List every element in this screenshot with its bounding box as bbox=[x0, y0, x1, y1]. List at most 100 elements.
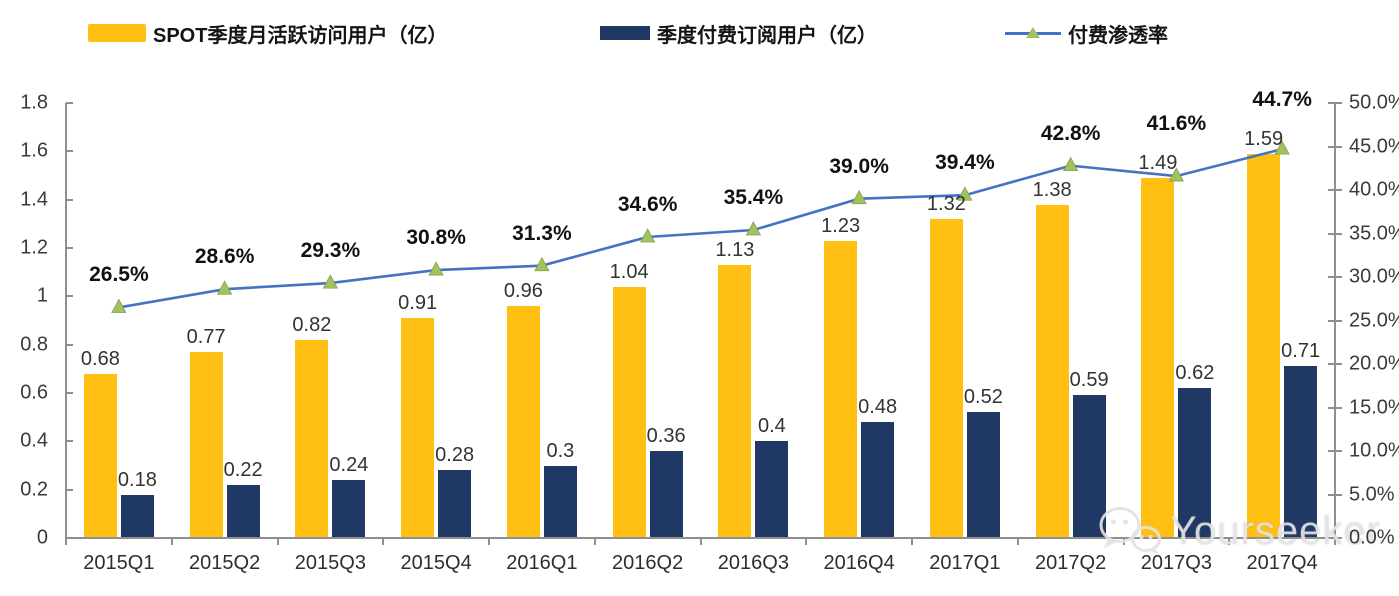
penetration-label: 29.3% bbox=[300, 239, 361, 263]
mau-bar-label: 1.32 bbox=[926, 193, 966, 215]
triangle-marker-icon bbox=[534, 256, 550, 272]
x-axis-tick-mark bbox=[382, 538, 385, 545]
x-axis-label: 2015Q4 bbox=[400, 552, 472, 574]
subs-bar bbox=[332, 480, 366, 538]
left-axis-tick-mark bbox=[66, 488, 73, 491]
triangle-marker-icon bbox=[111, 298, 127, 313]
right-axis-tick-mark bbox=[1328, 406, 1342, 409]
subs-bar-label: 0.71 bbox=[1281, 340, 1321, 363]
subs-bar bbox=[543, 465, 577, 538]
triangle-marker-icon bbox=[851, 189, 867, 205]
watermark: Yourseeker bbox=[1094, 500, 1381, 562]
left-axis-tick-mark bbox=[66, 150, 73, 153]
subs-bar-label: 0.48 bbox=[858, 396, 898, 418]
triangle-marker-icon bbox=[322, 274, 339, 289]
subs-bar-label: 0.24 bbox=[329, 454, 369, 476]
subs-bar bbox=[1072, 395, 1106, 538]
mau-bar bbox=[506, 306, 540, 538]
subs-bar-label: 0.28 bbox=[435, 444, 475, 467]
left-axis-tick-mark bbox=[66, 440, 73, 443]
mau-bar-label: 0.91 bbox=[398, 292, 438, 315]
mau-bar-label: 0.77 bbox=[186, 325, 226, 348]
subs-bar bbox=[649, 451, 683, 538]
right-axis-tick-mark bbox=[1328, 450, 1342, 452]
left-axis-tick-mark bbox=[66, 343, 73, 346]
right-axis-tick-label: 0.0% bbox=[1349, 526, 1395, 549]
subs-bar-label: 0.62 bbox=[1175, 362, 1215, 385]
triangle-marker-icon bbox=[1062, 156, 1079, 172]
triangle-marker-icon bbox=[428, 261, 444, 276]
penetration-label: 44.7% bbox=[1252, 87, 1312, 111]
legend-label-subscribers: 季度付费订阅用户（亿） bbox=[657, 24, 877, 47]
right-axis-tick-mark bbox=[1328, 102, 1342, 104]
left-axis-tick-label: 0 bbox=[36, 526, 48, 549]
right-axis-tick-mark bbox=[1328, 145, 1342, 148]
legend-item-penetration: 付费渗透率 bbox=[1005, 18, 1168, 48]
legend-item-mau: SPOT季度月活跃访问用户（亿） bbox=[88, 18, 447, 48]
subs-bar bbox=[1284, 366, 1318, 538]
left-axis-tick-label: 0.6 bbox=[20, 381, 48, 404]
x-axis-label: 2017Q4 bbox=[1246, 552, 1318, 574]
right-axis-tick-label: 25.0% bbox=[1349, 309, 1399, 331]
mau-swatch-icon bbox=[88, 24, 146, 42]
penetration-label: 28.6% bbox=[194, 245, 255, 269]
penetration-label: 31.3% bbox=[512, 221, 572, 245]
penetration-label: 35.4% bbox=[723, 186, 784, 210]
penetration-label: 41.6% bbox=[1146, 111, 1207, 135]
x-axis-tick-mark bbox=[699, 538, 702, 545]
mau-bar-label: 0.82 bbox=[292, 313, 332, 336]
left-axis-tick-mark bbox=[66, 295, 73, 298]
left-axis-line bbox=[65, 103, 67, 539]
legend-label-penetration: 付费渗透率 bbox=[1068, 24, 1168, 47]
mau-bar-label: 1.04 bbox=[609, 260, 649, 283]
x-axis-tick-mark bbox=[911, 538, 913, 545]
penetration-label: 42.8% bbox=[1040, 121, 1101, 145]
right-axis-tick-label: 15.0% bbox=[1349, 396, 1399, 418]
watermark-text: Yourseeker bbox=[1170, 508, 1381, 553]
penetration-label: 26.5% bbox=[89, 263, 149, 287]
mau-bar bbox=[612, 286, 646, 538]
subs-bar bbox=[1178, 388, 1212, 538]
mau-bar bbox=[1247, 153, 1281, 538]
mau-bar bbox=[401, 318, 435, 538]
left-axis-tick-mark bbox=[66, 102, 73, 104]
subs-bar bbox=[226, 484, 260, 538]
right-axis-tick-label: 5.0% bbox=[1349, 483, 1395, 505]
subs-bar-label: 0.36 bbox=[646, 425, 686, 447]
mau-bar bbox=[295, 339, 329, 538]
left-axis-tick-mark bbox=[66, 247, 73, 249]
left-axis-tick-label: 1.8 bbox=[20, 91, 48, 114]
x-axis-label: 2016Q3 bbox=[717, 552, 789, 574]
subs-bar bbox=[120, 494, 154, 538]
right-axis-tick-label: 10.0% bbox=[1349, 439, 1399, 462]
penetration-label: 39.4% bbox=[935, 151, 995, 175]
triangle-marker-icon bbox=[639, 228, 656, 243]
right-axis-tick-mark bbox=[1328, 189, 1342, 191]
x-axis-label: 2017Q3 bbox=[1140, 552, 1212, 574]
mau-bar bbox=[824, 240, 858, 538]
left-axis-tick-label: 1 bbox=[36, 284, 48, 307]
mau-bar-label: 1.38 bbox=[1032, 178, 1072, 201]
subs-bar bbox=[438, 470, 472, 538]
right-axis-tick-label: 50.0% bbox=[1349, 91, 1399, 114]
x-axis-tick-mark bbox=[65, 538, 67, 545]
mau-bar bbox=[1141, 177, 1175, 538]
left-axis-tick-mark bbox=[66, 198, 73, 201]
x-axis-label: 2016Q2 bbox=[612, 552, 684, 574]
x-axis-tick-mark bbox=[1016, 538, 1019, 545]
x-axis-tick-mark bbox=[593, 538, 596, 545]
x-axis-tick-mark bbox=[805, 538, 808, 545]
left-axis-tick-label: 0.4 bbox=[20, 429, 48, 452]
penetration-label: 39.0% bbox=[829, 154, 889, 178]
mau-bar-label: 0.68 bbox=[80, 347, 120, 370]
right-axis-tick-label: 30.0% bbox=[1349, 265, 1399, 288]
x-axis-label: 2016Q4 bbox=[823, 552, 895, 574]
x-axis-label: 2016Q1 bbox=[506, 552, 578, 574]
legend-label-mau: SPOT季度月活跃访问用户（亿） bbox=[153, 24, 448, 47]
x-axis-label: 2015Q1 bbox=[83, 552, 155, 574]
mau-bar bbox=[929, 219, 963, 538]
mau-bar-label: 1.59 bbox=[1244, 127, 1284, 150]
penetration-label: 30.8% bbox=[406, 226, 466, 250]
x-axis-tick-mark bbox=[1334, 538, 1336, 545]
